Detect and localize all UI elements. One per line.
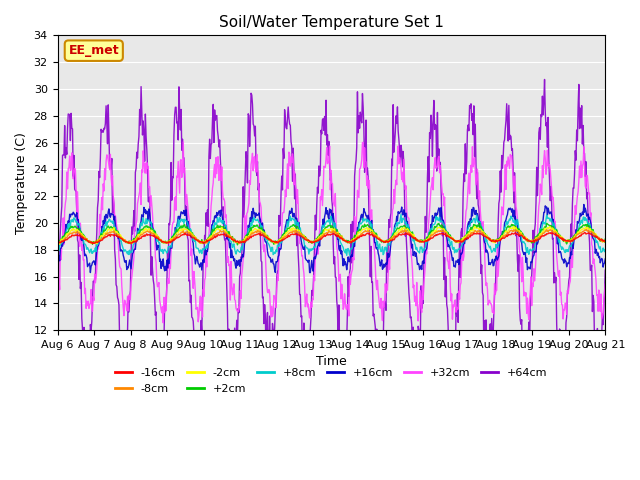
Y-axis label: Temperature (C): Temperature (C) (15, 132, 28, 234)
X-axis label: Time: Time (316, 355, 347, 369)
Text: EE_met: EE_met (68, 44, 119, 57)
Legend: -16cm, -8cm, -2cm, +2cm, +8cm, +16cm, +32cm, +64cm: -16cm, -8cm, -2cm, +2cm, +8cm, +16cm, +3… (111, 364, 552, 398)
Title: Soil/Water Temperature Set 1: Soil/Water Temperature Set 1 (219, 15, 444, 30)
